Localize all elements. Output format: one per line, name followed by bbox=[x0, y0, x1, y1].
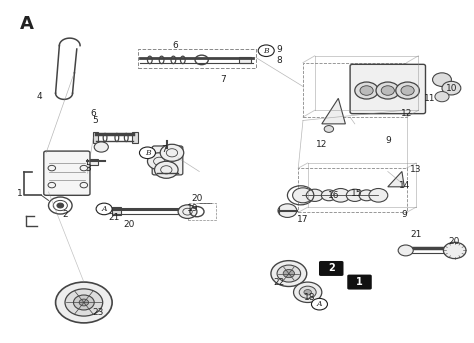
Circle shape bbox=[324, 126, 334, 132]
Text: 6: 6 bbox=[173, 41, 179, 50]
Circle shape bbox=[396, 82, 419, 99]
Text: 20: 20 bbox=[123, 220, 134, 229]
Circle shape bbox=[299, 286, 316, 298]
FancyBboxPatch shape bbox=[93, 132, 98, 143]
Circle shape bbox=[442, 81, 461, 95]
Circle shape bbox=[277, 265, 301, 282]
Circle shape bbox=[155, 161, 178, 178]
Text: 1: 1 bbox=[356, 277, 363, 287]
Text: 13: 13 bbox=[410, 165, 422, 174]
Text: 18: 18 bbox=[304, 293, 316, 302]
Text: A: A bbox=[20, 15, 34, 33]
Text: 21: 21 bbox=[410, 230, 422, 239]
Text: 4: 4 bbox=[36, 92, 42, 101]
Text: 1: 1 bbox=[18, 189, 23, 198]
Text: 9: 9 bbox=[401, 210, 407, 218]
Circle shape bbox=[355, 82, 378, 99]
Polygon shape bbox=[322, 98, 346, 124]
Text: 8: 8 bbox=[276, 57, 283, 66]
Polygon shape bbox=[388, 172, 404, 187]
Text: 12: 12 bbox=[401, 109, 412, 118]
Circle shape bbox=[139, 147, 155, 158]
Circle shape bbox=[331, 189, 350, 202]
Text: 21: 21 bbox=[109, 213, 120, 222]
FancyBboxPatch shape bbox=[88, 158, 98, 165]
FancyBboxPatch shape bbox=[347, 275, 372, 289]
FancyBboxPatch shape bbox=[132, 132, 138, 143]
Circle shape bbox=[376, 82, 400, 99]
Circle shape bbox=[311, 298, 328, 310]
Text: 2: 2 bbox=[62, 210, 68, 218]
Text: 20: 20 bbox=[448, 237, 459, 246]
Circle shape bbox=[401, 86, 414, 95]
Circle shape bbox=[433, 73, 451, 86]
Circle shape bbox=[306, 189, 323, 201]
Circle shape bbox=[271, 261, 307, 286]
Circle shape bbox=[147, 153, 171, 170]
FancyBboxPatch shape bbox=[152, 146, 183, 175]
Text: 17: 17 bbox=[297, 215, 309, 224]
Text: B: B bbox=[264, 47, 269, 55]
Text: 16: 16 bbox=[328, 191, 339, 200]
Circle shape bbox=[94, 142, 109, 152]
Text: 22: 22 bbox=[274, 277, 285, 286]
Text: 9: 9 bbox=[276, 45, 283, 54]
Circle shape bbox=[73, 295, 94, 310]
Circle shape bbox=[398, 245, 413, 256]
Circle shape bbox=[359, 190, 374, 201]
Circle shape bbox=[304, 289, 311, 295]
Text: 7: 7 bbox=[161, 145, 167, 154]
Text: A: A bbox=[101, 205, 107, 213]
Circle shape bbox=[55, 282, 112, 323]
Circle shape bbox=[381, 86, 394, 95]
FancyBboxPatch shape bbox=[350, 64, 426, 114]
Circle shape bbox=[160, 144, 184, 161]
Circle shape bbox=[278, 204, 297, 217]
Text: 14: 14 bbox=[399, 181, 410, 190]
Circle shape bbox=[293, 282, 322, 303]
Text: 15: 15 bbox=[351, 189, 363, 198]
FancyBboxPatch shape bbox=[112, 206, 120, 215]
Text: 20: 20 bbox=[191, 194, 202, 203]
Circle shape bbox=[360, 86, 373, 95]
Circle shape bbox=[283, 270, 294, 277]
Text: 11: 11 bbox=[424, 94, 436, 103]
Circle shape bbox=[369, 189, 388, 202]
Circle shape bbox=[292, 188, 313, 203]
Text: 3: 3 bbox=[86, 164, 91, 173]
Text: 12: 12 bbox=[316, 140, 328, 149]
Circle shape bbox=[321, 190, 337, 201]
Circle shape bbox=[57, 203, 64, 208]
Circle shape bbox=[258, 45, 274, 57]
Text: 23: 23 bbox=[92, 308, 104, 317]
Text: 7: 7 bbox=[220, 75, 226, 84]
Circle shape bbox=[65, 289, 103, 316]
Circle shape bbox=[79, 299, 89, 306]
Text: 5: 5 bbox=[93, 116, 99, 125]
Text: 6: 6 bbox=[91, 109, 96, 118]
Circle shape bbox=[96, 203, 112, 215]
Text: 2: 2 bbox=[328, 263, 335, 273]
Circle shape bbox=[443, 242, 466, 259]
Circle shape bbox=[346, 189, 363, 201]
FancyBboxPatch shape bbox=[319, 261, 344, 276]
Text: A: A bbox=[317, 300, 322, 308]
FancyBboxPatch shape bbox=[239, 57, 251, 63]
FancyBboxPatch shape bbox=[44, 151, 90, 195]
Text: 19: 19 bbox=[186, 204, 198, 213]
Text: B: B bbox=[145, 149, 150, 157]
Circle shape bbox=[178, 205, 197, 218]
Text: 10: 10 bbox=[446, 84, 457, 93]
Text: 9: 9 bbox=[385, 137, 391, 145]
Circle shape bbox=[435, 92, 449, 102]
